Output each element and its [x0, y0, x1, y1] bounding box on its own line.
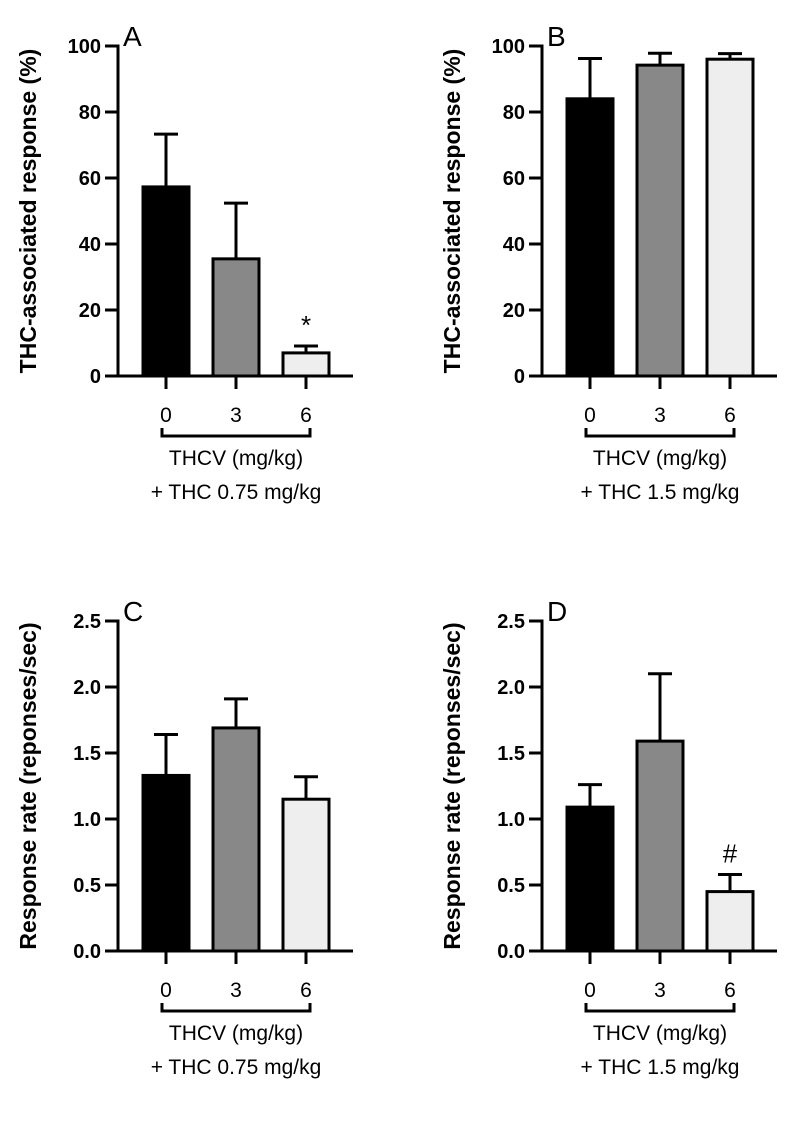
panel-letter: B [547, 21, 566, 52]
x-axis-label-line: THCV (mg/kg) [593, 447, 727, 470]
x-axis-label-line: + THC 0.75 mg/kg [151, 481, 322, 504]
x-tick-label: 3 [654, 979, 666, 1002]
y-tick-label: 60 [503, 168, 525, 190]
x-tick-label: 3 [230, 979, 242, 1002]
bar-0 [565, 97, 615, 378]
x-tick-label: 6 [300, 404, 312, 427]
y-tick-label: 80 [503, 102, 525, 124]
y-axis-label: Response rate (reponses/sec) [15, 622, 41, 949]
bar-6 [281, 351, 331, 378]
x-axis-label-line: THCV (mg/kg) [169, 1022, 303, 1045]
x-tick-label: 0 [584, 979, 596, 1002]
panel-letter: C [123, 596, 143, 627]
x-axis-label-line: + THC 1.5 mg/kg [581, 1056, 740, 1079]
bar-3 [211, 726, 261, 953]
dose-bracket [584, 428, 736, 438]
y-tick-label: 40 [79, 234, 101, 256]
y-axis-label: THC-associated response (%) [439, 49, 465, 374]
y-tick-label: 1.0 [73, 809, 101, 831]
y-tick-label: 1.5 [73, 743, 101, 765]
y-tick-label: 20 [503, 300, 525, 322]
x-tick-label: 3 [230, 404, 242, 427]
y-tick-label: 0.0 [73, 941, 101, 963]
y-tick-label: 0 [90, 366, 101, 388]
panel-letter: D [547, 596, 567, 627]
bar-0 [141, 185, 191, 378]
x-axis-label-line: + THC 1.5 mg/kg [581, 481, 740, 504]
x-axis-label-line: THCV (mg/kg) [169, 447, 303, 470]
y-tick-label: 0 [514, 366, 525, 388]
y-axis-label: Response rate (reponses/sec) [439, 622, 465, 949]
bar-6 [705, 57, 755, 378]
x-tick-label: 0 [160, 404, 172, 427]
y-tick-label: 0.5 [73, 875, 101, 897]
x-axis-label-line: + THC 0.75 mg/kg [151, 1056, 322, 1079]
significance-marker: # [723, 838, 738, 868]
dose-bracket [160, 428, 312, 438]
y-tick-label: 40 [503, 234, 525, 256]
x-axis-label-line: THCV (mg/kg) [593, 1022, 727, 1045]
bar-6 [705, 890, 755, 953]
y-tick-label: 60 [79, 168, 101, 190]
y-tick-label: 1.5 [497, 743, 525, 765]
x-tick-label: 6 [724, 404, 736, 427]
y-tick-label: 1.0 [497, 809, 525, 831]
bar-3 [635, 63, 685, 378]
y-tick-label: 2.0 [73, 677, 101, 699]
y-tick-label: 80 [79, 102, 101, 124]
significance-marker: * [301, 310, 311, 340]
bar-3 [635, 739, 685, 953]
y-tick-label: 0.5 [497, 875, 525, 897]
x-tick-label: 6 [724, 979, 736, 1002]
y-tick-label: 2.0 [497, 677, 525, 699]
y-tick-label: 0.0 [497, 941, 525, 963]
bar-6 [281, 797, 331, 953]
y-tick-label: 2.5 [73, 611, 101, 633]
bar-0 [565, 805, 615, 953]
x-tick-label: 6 [300, 979, 312, 1002]
y-tick-label: 100 [492, 36, 525, 58]
x-tick-label: 0 [584, 404, 596, 427]
y-tick-label: 20 [79, 300, 101, 322]
bar-0 [141, 773, 191, 953]
panel-c: C Response rate (reponses/sec) 0.0 0.5 1.0 1.… [15, 596, 353, 1079]
panel-letter: A [123, 21, 142, 52]
x-tick-label: 0 [160, 979, 172, 1002]
y-axis-label: THC-associated response (%) [15, 49, 41, 374]
y-tick-label: 2.5 [497, 611, 525, 633]
panel-d: D Response rate (reponses/sec) #0.0 0.5 1.0 1… [439, 596, 777, 1079]
x-tick-label: 3 [654, 404, 666, 427]
dose-bracket [160, 1003, 312, 1013]
y-tick-label: 100 [68, 36, 101, 58]
dose-bracket [584, 1003, 736, 1013]
bar-3 [211, 257, 261, 378]
